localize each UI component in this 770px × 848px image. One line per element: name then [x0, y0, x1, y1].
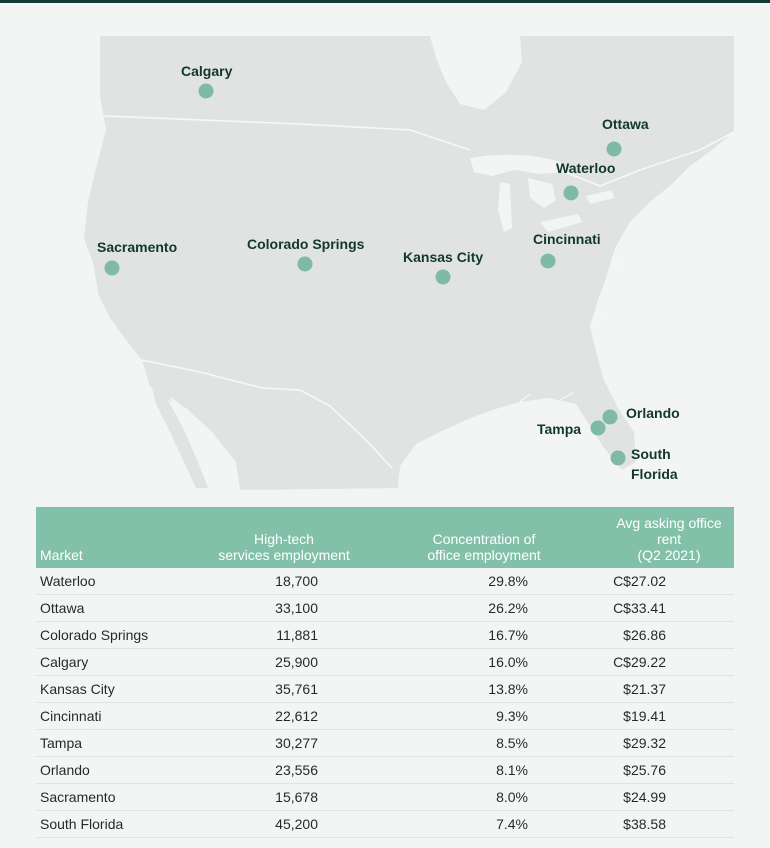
markets-table: Market High-tech services employment Con… — [36, 507, 734, 838]
marker-kansas-city[interactable] — [435, 269, 451, 285]
marker-cincinnati[interactable] — [540, 253, 556, 269]
header-rent: Avg asking office rent (Q2 2021) — [604, 507, 734, 568]
table-body: Waterloo 18,700 29.8% C$27.02 Ottawa 33,… — [36, 568, 734, 838]
cell-employment: 11,881 — [204, 621, 364, 649]
canada-us-border — [103, 115, 735, 187]
cell-concentration: 26.2% — [364, 594, 604, 622]
table-row: South Florida 45,200 7.4% $38.58 — [36, 810, 734, 838]
cell-rent: $25.76 — [604, 756, 734, 784]
table-header: Market High-tech services employment Con… — [36, 507, 734, 568]
cell-employment: 15,678 — [204, 783, 364, 811]
cell-market: Tampa — [36, 729, 204, 757]
cell-employment: 23,556 — [204, 756, 364, 784]
table-row: Orlando 23,556 8.1% $25.76 — [36, 756, 734, 784]
cell-market: Cincinnati — [36, 702, 204, 730]
cell-employment: 22,612 — [204, 702, 364, 730]
cell-rent: $24.99 — [604, 783, 734, 811]
cell-concentration: 7.4% — [364, 810, 604, 838]
cell-market: Waterloo — [36, 568, 204, 595]
table-row: Calgary 25,900 16.0% C$29.22 — [36, 648, 734, 676]
baja-peninsula — [150, 380, 208, 488]
cell-concentration: 16.0% — [364, 648, 604, 676]
north-america-map: Calgary Ottawa Waterloo Sacramento Color… — [84, 36, 735, 490]
cell-concentration: 8.0% — [364, 783, 604, 811]
marker-sacramento[interactable] — [104, 260, 120, 276]
land-mass — [84, 36, 734, 490]
header-concentration: Concentration of office employment — [364, 507, 604, 568]
table-row: Waterloo 18,700 29.8% C$27.02 — [36, 568, 734, 595]
table-row: Sacramento 15,678 8.0% $24.99 — [36, 783, 734, 811]
header-employment: High-tech services employment — [204, 507, 364, 568]
label-orlando: Orlando — [626, 405, 680, 421]
cell-concentration: 8.1% — [364, 756, 604, 784]
label-tampa: Tampa — [537, 421, 581, 437]
table-row: Ottawa 33,100 26.2% C$33.41 — [36, 594, 734, 622]
gulf-of-california — [170, 396, 206, 462]
cell-employment: 18,700 — [204, 568, 364, 595]
marker-calgary[interactable] — [198, 83, 214, 99]
label-waterloo: Waterloo — [556, 160, 615, 176]
cell-market: South Florida — [36, 810, 204, 838]
cell-concentration: 8.5% — [364, 729, 604, 757]
cell-market: Orlando — [36, 756, 204, 784]
table-row: Cincinnati 22,612 9.3% $19.41 — [36, 702, 734, 730]
cell-employment: 35,761 — [204, 675, 364, 703]
marker-south-florida[interactable] — [610, 450, 626, 466]
marker-waterloo[interactable] — [563, 185, 579, 201]
cell-market: Calgary — [36, 648, 204, 676]
header-market: Market — [36, 507, 204, 568]
label-cincinnati: Cincinnati — [533, 231, 601, 247]
coast-detail — [519, 261, 623, 403]
cell-market: Colorado Springs — [36, 621, 204, 649]
cell-market: Kansas City — [36, 675, 204, 703]
label-ottawa: Ottawa — [602, 116, 649, 132]
marker-tampa[interactable] — [590, 420, 606, 436]
cell-rent: C$27.02 — [604, 568, 734, 595]
cell-rent: $38.58 — [604, 810, 734, 838]
us-mexico-border — [141, 359, 393, 469]
cell-concentration: 9.3% — [364, 702, 604, 730]
marker-orlando[interactable] — [602, 409, 618, 425]
cell-employment: 33,100 — [204, 594, 364, 622]
marker-colorado-springs[interactable] — [297, 256, 313, 272]
label-sacramento: Sacramento — [97, 239, 177, 255]
cell-rent: $19.41 — [604, 702, 734, 730]
hudson-bay — [430, 36, 522, 110]
label-south-florida-line2: Florida — [631, 466, 678, 482]
label-kansas-city: Kansas City — [403, 249, 483, 265]
table-row: Colorado Springs 11,881 16.7% $26.86 — [36, 621, 734, 649]
label-colorado-springs: Colorado Springs — [247, 236, 365, 252]
cell-employment: 30,277 — [204, 729, 364, 757]
cell-market: Sacramento — [36, 783, 204, 811]
cell-market: Ottawa — [36, 594, 204, 622]
cell-rent: C$33.41 — [604, 594, 734, 622]
cell-concentration: 16.7% — [364, 621, 604, 649]
cell-rent: $21.37 — [604, 675, 734, 703]
cell-rent: $29.32 — [604, 729, 734, 757]
table-row: Tampa 30,277 8.5% $29.32 — [36, 729, 734, 757]
cell-employment: 45,200 — [204, 810, 364, 838]
city-markers — [104, 83, 626, 466]
cell-rent: C$29.22 — [604, 648, 734, 676]
label-south-florida-line1: South — [631, 446, 671, 462]
cell-concentration: 13.8% — [364, 675, 604, 703]
label-calgary: Calgary — [181, 63, 233, 79]
top-accent-bar — [0, 0, 770, 3]
cell-employment: 25,900 — [204, 648, 364, 676]
cell-concentration: 29.8% — [364, 568, 604, 595]
map-svg: Calgary Ottawa Waterloo Sacramento Color… — [84, 36, 735, 490]
cell-rent: $26.86 — [604, 621, 734, 649]
great-lakes — [470, 154, 614, 232]
table-row: Kansas City 35,761 13.8% $21.37 — [36, 675, 734, 703]
marker-ottawa[interactable] — [606, 141, 622, 157]
